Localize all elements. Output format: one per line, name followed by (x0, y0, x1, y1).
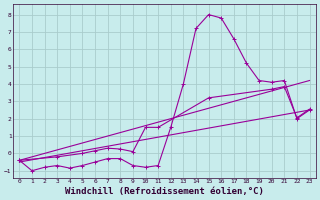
X-axis label: Windchill (Refroidissement éolien,°C): Windchill (Refroidissement éolien,°C) (65, 187, 264, 196)
